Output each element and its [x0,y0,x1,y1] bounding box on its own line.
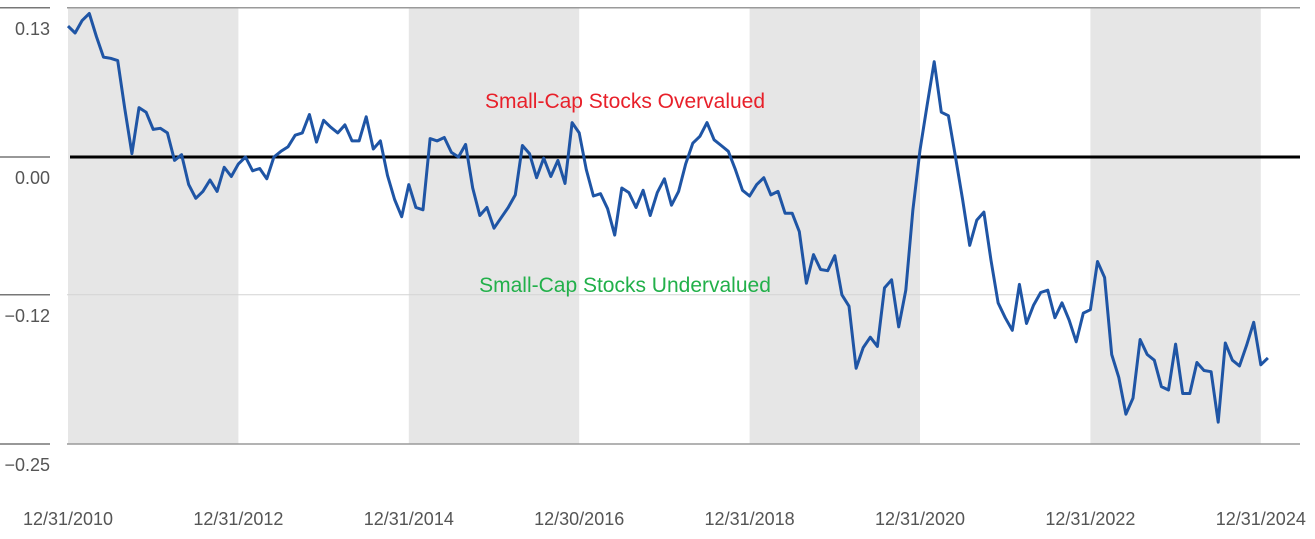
y-tick-label: −0.12 [4,306,50,326]
annotation-undervalued: Small-Cap Stocks Undervalued [479,274,771,297]
x-tick-label: 12/31/2014 [364,509,454,529]
shaded-band [1090,7,1261,444]
x-tick-label: 12/31/2024 [1216,509,1306,529]
x-tick-label: 12/30/2016 [534,509,624,529]
y-axis: 0.13 0.00 −0.12 −0.25 [0,7,50,475]
shaded-band [68,7,239,444]
y-tick-label: −0.25 [4,455,50,475]
series-line [66,12,1269,424]
series-line-group [66,12,1269,424]
x-axis: 12/31/2010 12/31/2012 12/31/2014 12/30/2016… [23,509,1306,529]
gridlines [67,7,1300,445]
x-tick-label: 12/31/2010 [23,509,113,529]
x-tick-label: 12/31/2022 [1045,509,1135,529]
shaded-bands [68,7,1261,444]
x-tick-label: 12/31/2012 [193,509,283,529]
x-tick-label: 12/31/2018 [705,509,795,529]
y-tick-label: 0.13 [15,19,50,39]
y-tick-label: 0.00 [15,168,50,188]
shaded-band [749,7,920,444]
x-tick-label: 12/31/2020 [875,509,965,529]
annotation-overvalued: Small-Cap Stocks Overvalued [485,90,765,113]
